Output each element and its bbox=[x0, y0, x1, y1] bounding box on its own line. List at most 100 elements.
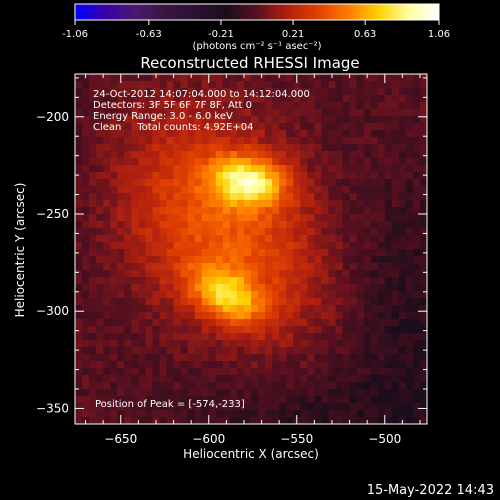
heatmap-pixel bbox=[194, 81, 203, 89]
heatmap-pixel bbox=[215, 214, 224, 222]
heatmap-pixel bbox=[180, 249, 189, 257]
heatmap-pixel bbox=[215, 410, 224, 418]
heatmap-pixel bbox=[173, 354, 181, 362]
heatmap-pixel bbox=[300, 340, 308, 348]
heatmap-pixel bbox=[222, 200, 231, 208]
heatmap-pixel bbox=[286, 417, 294, 425]
heatmap-pixel bbox=[405, 298, 414, 306]
heatmap-pixel bbox=[419, 95, 428, 103]
heatmap-pixel bbox=[236, 396, 245, 404]
heatmap-pixel bbox=[314, 179, 322, 187]
heatmap-pixel bbox=[398, 109, 407, 117]
heatmap-pixel bbox=[110, 242, 118, 250]
heatmap-pixel bbox=[103, 193, 111, 201]
heatmap-pixel bbox=[370, 172, 379, 180]
heatmap-pixel bbox=[286, 298, 294, 306]
heatmap-pixel bbox=[321, 333, 329, 341]
heatmap-pixel bbox=[335, 95, 343, 103]
heatmap-pixel bbox=[293, 361, 301, 369]
heatmap-pixel bbox=[159, 277, 167, 285]
heatmap-pixel bbox=[293, 270, 301, 278]
heatmap-pixel bbox=[363, 200, 372, 208]
heatmap-pixel bbox=[377, 417, 386, 425]
heatmap-pixel bbox=[293, 109, 301, 117]
heatmap-pixel bbox=[314, 417, 322, 425]
heatmap-pixel bbox=[222, 235, 231, 243]
heatmap-pixel bbox=[307, 116, 315, 124]
heatmap-pixel bbox=[356, 361, 365, 369]
heatmap-pixel bbox=[187, 347, 196, 355]
heatmap-pixel bbox=[131, 81, 139, 89]
heatmap-pixel bbox=[349, 95, 357, 103]
heatmap-pixel bbox=[405, 305, 414, 313]
heatmap-pixel bbox=[412, 186, 421, 194]
heatmap-pixel bbox=[243, 270, 252, 278]
heatmap-pixel bbox=[286, 326, 294, 334]
heatmap-pixel bbox=[89, 74, 97, 82]
heatmap-pixel bbox=[110, 193, 118, 201]
heatmap-pixel bbox=[152, 298, 160, 306]
heatmap-pixel bbox=[194, 130, 203, 138]
heatmap-pixel bbox=[201, 326, 210, 334]
heatmap-pixel bbox=[180, 375, 189, 383]
heatmap-pixel bbox=[243, 263, 252, 271]
heatmap-pixel bbox=[391, 95, 400, 103]
heatmap-pixel bbox=[173, 151, 181, 159]
heatmap-pixel bbox=[405, 368, 414, 376]
heatmap-pixel bbox=[124, 410, 132, 418]
heatmap-pixel bbox=[335, 319, 343, 327]
heatmap-pixel bbox=[272, 88, 280, 96]
heatmap-pixel bbox=[363, 277, 372, 285]
heatmap-pixel bbox=[131, 361, 139, 369]
heatmap-pixel bbox=[215, 228, 224, 236]
heatmap-pixel bbox=[110, 116, 118, 124]
heatmap-pixel bbox=[251, 88, 259, 96]
heatmap-pixel bbox=[236, 305, 245, 313]
heatmap-pixel bbox=[229, 81, 238, 89]
heatmap-pixel bbox=[412, 312, 421, 320]
heatmap-pixel bbox=[286, 361, 294, 369]
heatmap-pixel bbox=[229, 102, 238, 110]
heatmap-pixel bbox=[173, 284, 181, 292]
heatmap-pixel bbox=[272, 417, 280, 425]
heatmap-pixel bbox=[138, 326, 146, 334]
heatmap-pixel bbox=[405, 361, 414, 369]
heatmap-pixel bbox=[258, 214, 266, 222]
heatmap-pixel bbox=[180, 326, 189, 334]
heatmap-pixel bbox=[363, 389, 372, 397]
heatmap-pixel bbox=[138, 256, 146, 264]
heatmap-pixel bbox=[173, 242, 181, 250]
heatmap-pixel bbox=[229, 340, 238, 348]
heatmap-pixel bbox=[215, 333, 224, 341]
heatmap-pixel bbox=[258, 242, 266, 250]
heatmap-pixel bbox=[314, 298, 322, 306]
heatmap-image bbox=[75, 74, 428, 425]
heatmap-pixel bbox=[222, 102, 231, 110]
heatmap-pixel bbox=[391, 235, 400, 243]
heatmap-pixel bbox=[272, 340, 280, 348]
heatmap-pixel bbox=[75, 333, 83, 341]
heatmap-pixel bbox=[180, 102, 189, 110]
heatmap-pixel bbox=[187, 354, 196, 362]
heatmap-pixel bbox=[328, 389, 336, 397]
heatmap-pixel bbox=[286, 123, 294, 131]
heatmap-pixel bbox=[405, 256, 414, 264]
heatmap-pixel bbox=[377, 221, 386, 229]
heatmap-pixel bbox=[152, 340, 160, 348]
heatmap-pixel bbox=[96, 312, 104, 320]
heatmap-pixel bbox=[110, 305, 118, 313]
heatmap-pixel bbox=[272, 221, 280, 229]
heatmap-pixel bbox=[82, 249, 90, 257]
heatmap-pixel bbox=[96, 249, 104, 257]
heatmap-pixel bbox=[293, 326, 301, 334]
heatmap-pixel bbox=[349, 172, 357, 180]
heatmap-pixel bbox=[152, 305, 160, 313]
heatmap-pixel bbox=[328, 403, 336, 411]
heatmap-pixel bbox=[138, 207, 146, 215]
heatmap-pixel bbox=[187, 396, 196, 404]
heatmap-pixel bbox=[131, 312, 139, 320]
heatmap-pixel bbox=[279, 403, 287, 411]
heatmap-pixel bbox=[166, 95, 174, 103]
heatmap-pixel bbox=[265, 382, 273, 390]
heatmap-pixel bbox=[75, 263, 83, 271]
